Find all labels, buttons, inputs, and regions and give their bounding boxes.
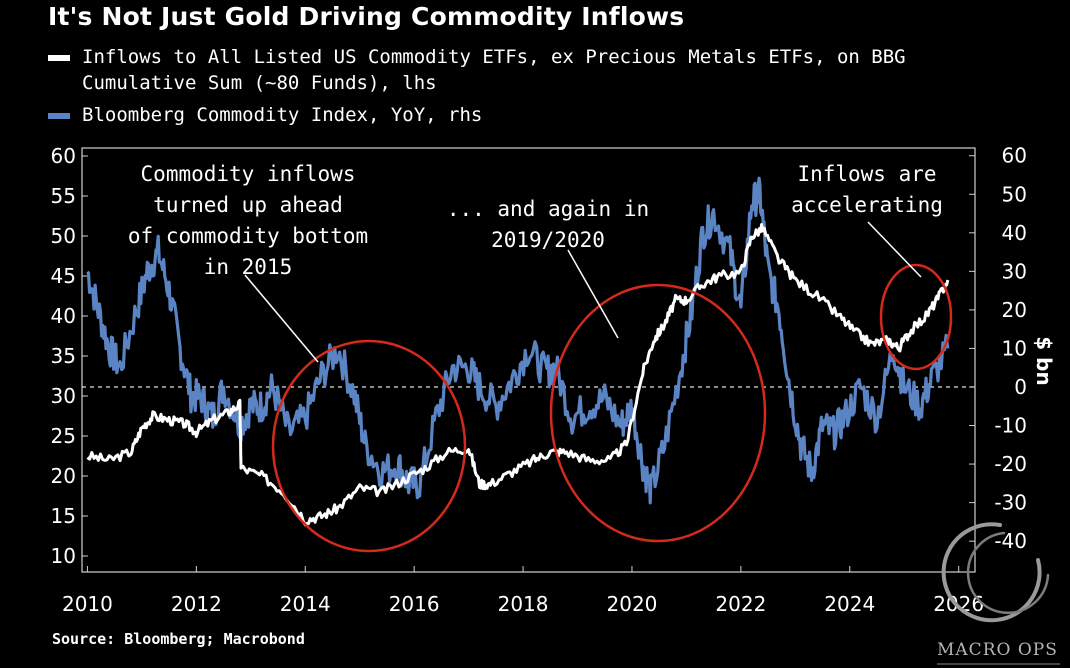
y-right-tick-label: -10 — [994, 414, 1027, 438]
annotation-a2019: ... and again in 2019/2020 — [447, 197, 649, 252]
x-tick-label: 2022 — [715, 592, 766, 616]
x-tick-label: 2018 — [498, 592, 549, 616]
circle-accelerating-highlight — [879, 263, 953, 371]
callout-line-accelerating — [867, 221, 922, 278]
y-right-axis-label: $ bn — [1032, 336, 1056, 385]
x-tick-label: 2014 — [280, 592, 331, 616]
annotation-a2015: Commodity inflows turned up ahead of commo… — [128, 162, 368, 279]
series-line-inflows — [86, 223, 950, 527]
y-left-tick-label: 45 — [51, 264, 76, 288]
y-right-tick-label: -20 — [994, 452, 1027, 476]
y-left-tick-label: 50 — [51, 224, 76, 248]
legend-entry-inflows: Inflows to All Listed US Commodity ETFs,… — [48, 44, 906, 96]
y-left-tick-label: 40 — [51, 304, 76, 328]
annotation-line: Commodity inflows — [141, 162, 356, 186]
plot-frame — [81, 147, 976, 573]
watermark-logo-icon — [941, 522, 1042, 623]
x-tick-label: 2020 — [607, 592, 658, 616]
x-tick-label: 2012 — [171, 592, 222, 616]
y-left-tick-label: 15 — [51, 504, 76, 528]
annotation-line: ... and again in — [447, 197, 649, 221]
y-right-tick-label: 10 — [1002, 336, 1027, 360]
y-left-tick-label: 20 — [51, 464, 76, 488]
x-tick-label: 2016 — [389, 592, 440, 616]
legend-label-bcom: Bloomberg Commodity Index, YoY, rhs — [82, 104, 483, 126]
annotation-aacc: Inflows are accelerating — [791, 162, 943, 217]
y-left-tick-label: 10 — [51, 544, 76, 568]
legend-swatch-inflows — [48, 55, 70, 61]
annotation-line: Inflows are — [797, 162, 936, 186]
chart-title: It's Not Just Gold Driving Commodity Inf… — [48, 2, 685, 31]
annotation-line: accelerating — [791, 193, 943, 217]
y-right-tick-label: 0 — [1014, 375, 1027, 399]
y-right-tick-label: 20 — [1002, 298, 1027, 322]
y-right-tick-label: 40 — [1002, 221, 1027, 245]
y-right-tick-label: 30 — [1002, 259, 1027, 283]
circle-2015-highlight — [271, 339, 467, 553]
annotation-line: turned up ahead — [153, 193, 343, 217]
annotation-line: 2019/2020 — [491, 228, 605, 252]
y-left-tick-label: 30 — [51, 384, 76, 408]
y-right-tick-label: 60 — [1002, 144, 1027, 168]
callout-line-2015 — [244, 274, 319, 363]
source-note: Source: Bloomberg; Macrobond — [52, 630, 305, 648]
annotation-line: of commodity bottom — [128, 224, 368, 248]
legend-swatch-bcom — [48, 113, 70, 119]
legend-label-inflows: Inflows to All Listed US Commodity ETFs,… — [82, 46, 906, 94]
y-right-tick-label: 50 — [1002, 182, 1027, 206]
y-left-tick-label: 25 — [51, 424, 76, 448]
callout-line-2019 — [567, 249, 619, 339]
x-tick-label: 2010 — [62, 592, 113, 616]
y-left-tick-label: 60 — [51, 144, 76, 168]
y-right-tick-label: -30 — [994, 491, 1027, 515]
legend-entry-bcom: Bloomberg Commodity Index, YoY, rhs — [48, 102, 482, 128]
y-left-tick-label: 55 — [51, 184, 76, 208]
watermark-text: MACRO OPS — [937, 640, 1058, 660]
x-tick-label: 2024 — [824, 592, 875, 616]
watermark-logo-stroke-icon — [966, 531, 1050, 615]
series-line-bcom — [86, 176, 950, 505]
circle-2019-2020-highlight — [549, 283, 767, 543]
y-left-tick-label: 35 — [51, 344, 76, 368]
annotation-line: in 2015 — [204, 255, 293, 279]
